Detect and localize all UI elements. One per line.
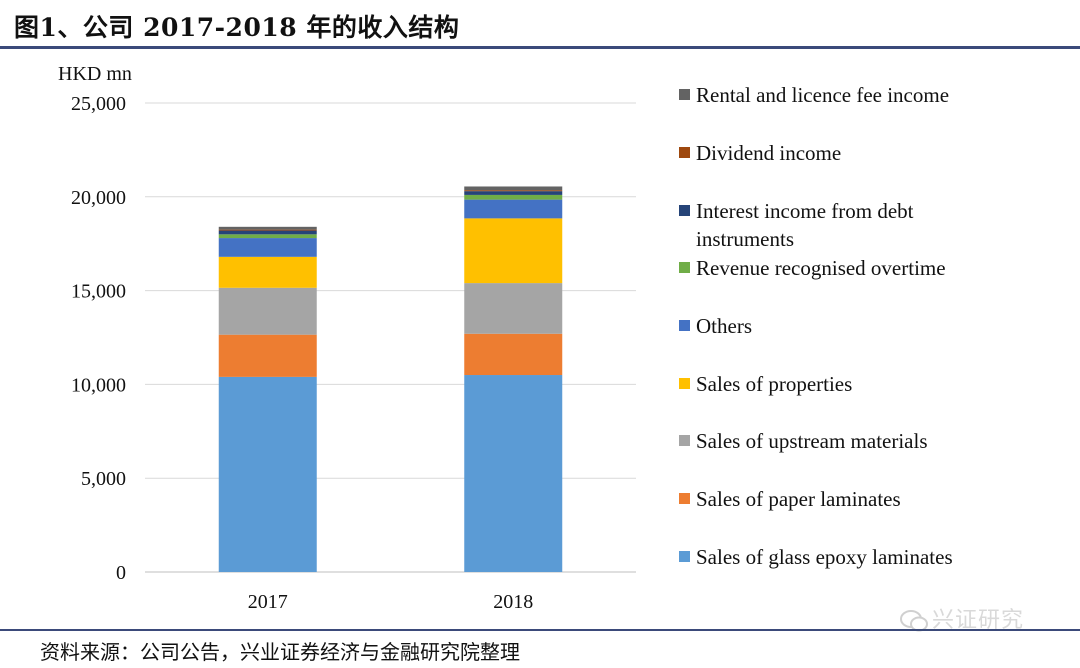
bar-segment-2018-6 <box>464 191 563 195</box>
bar-segment-2017-1 <box>218 334 317 377</box>
y-tick-label: 0 <box>116 562 126 584</box>
legend-swatch <box>679 378 690 389</box>
legend-label-line2: instruments <box>696 227 794 251</box>
legend-swatch <box>679 551 690 562</box>
legend-label: Rental and licence fee income <box>696 83 949 107</box>
legend-label: Sales of properties <box>696 372 852 396</box>
footer-divider <box>0 629 1080 631</box>
title-divider <box>0 46 1080 49</box>
y-tick-label: 20,000 <box>71 187 126 209</box>
bar-segment-2018-3 <box>464 218 563 284</box>
x-tick-label: 2018 <box>493 591 533 613</box>
legend-label: Sales of upstream materials <box>696 429 928 453</box>
source-note: 资料来源：公司公告，兴业证券经济与金融研究院整理 <box>40 640 520 664</box>
legend-label: Revenue recognised overtime <box>696 256 946 280</box>
legend-swatch <box>679 205 690 216</box>
bar-segment-2018-0 <box>464 375 563 572</box>
bar-segment-2017-6 <box>218 230 317 235</box>
legend-label: Others <box>696 314 752 338</box>
legend-label: Dividend income <box>696 141 841 165</box>
legend-swatch <box>679 435 690 446</box>
legend-swatch <box>679 262 690 273</box>
bar-segment-2017-0 <box>218 376 317 572</box>
y-tick-label: 10,000 <box>71 374 126 396</box>
legend-label: Sales of paper laminates <box>696 487 901 511</box>
bar-segment-2017-8 <box>218 226 317 230</box>
bar-segment-2018-1 <box>464 333 563 376</box>
legend-swatch <box>679 89 690 100</box>
bar-segment-2018-4 <box>464 199 563 219</box>
y-tick-label: 15,000 <box>71 281 126 303</box>
legend-swatch <box>679 320 690 331</box>
bar-segment-2017-7 <box>218 229 317 231</box>
bar-segment-2018-5 <box>464 194 563 200</box>
y-tick-label: 25,000 <box>71 93 126 115</box>
stacked-bar-chart: HKD mn 0 5,000 10,000 15,000 20,000 25,000 2017… <box>58 63 953 613</box>
watermark-text: 兴证研究 <box>932 608 1025 633</box>
bar-segment-2017-2 <box>218 287 317 335</box>
bar-segment-2017-5 <box>218 234 317 239</box>
x-tick-label: 2017 <box>248 591 288 613</box>
chart-title: 图1、公司 2017-2018 年的收入结构 <box>14 13 460 42</box>
bar-segment-2018-7 <box>464 190 563 192</box>
legend-swatch <box>679 147 690 158</box>
bar-segment-2017-4 <box>218 238 317 257</box>
y-tick-label: 5,000 <box>81 468 126 490</box>
bar-segment-2018-8 <box>464 186 563 191</box>
bar-segment-2018-2 <box>464 283 563 334</box>
bar-segment-2017-3 <box>218 256 317 288</box>
legend-swatch <box>679 493 690 504</box>
legend-label: Interest income from debt <box>696 199 914 223</box>
y-unit-label: HKD mn <box>58 63 132 85</box>
legend-label: Sales of glass epoxy laminates <box>696 545 953 569</box>
